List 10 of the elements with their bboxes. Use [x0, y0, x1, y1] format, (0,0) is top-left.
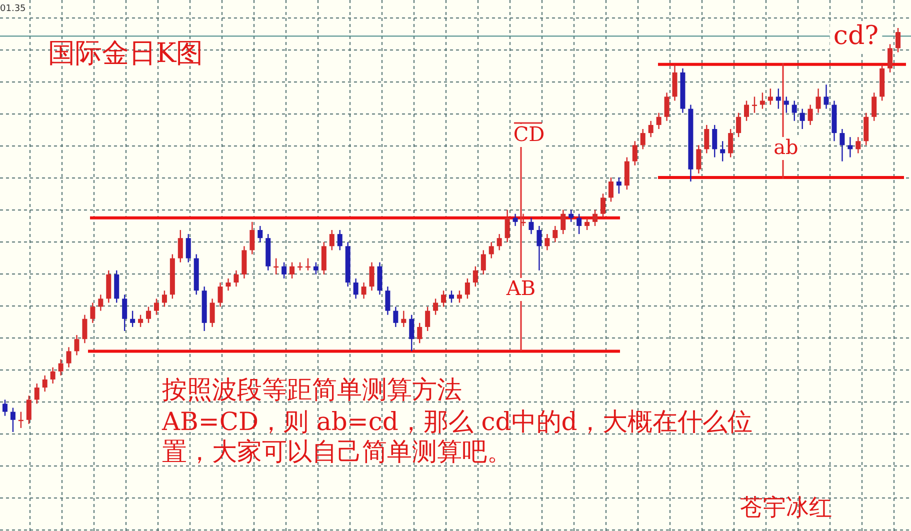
annotation: 按照波段等距简单测算方法	[162, 375, 462, 404]
text: 苍宇冰红	[740, 495, 832, 521]
annotation: ab	[774, 135, 798, 159]
text: 01.35	[0, 4, 26, 14]
annotation: AB	[505, 276, 536, 300]
annotation: AB=CD，则 ab=cd，那么 cd中的d，大概在什么位	[161, 407, 752, 436]
annotation: CD	[513, 122, 545, 146]
chart-title: 国际金日K图	[48, 38, 204, 69]
annotation: cd?	[833, 21, 879, 51]
text: 置，大家可以自己简单测算吧。	[162, 437, 512, 466]
